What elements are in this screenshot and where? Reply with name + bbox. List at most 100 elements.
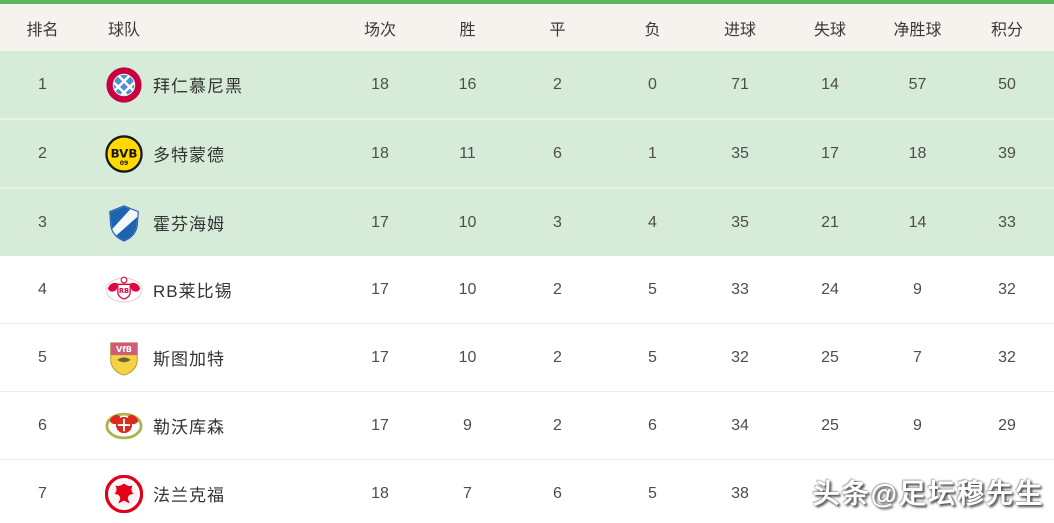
team-name: 斯图加特 <box>153 350 225 369</box>
drawn-cell: 2 <box>553 75 562 93</box>
frankfurt-crest-icon <box>105 474 143 513</box>
rank-cell: 2 <box>38 144 47 162</box>
hoffenheim-crest-icon <box>105 204 143 242</box>
played-cell: 17 <box>371 280 389 298</box>
drawn-cell: 2 <box>553 348 562 366</box>
goals-for-cell: 35 <box>731 144 749 162</box>
goals-against-cell: 14 <box>821 75 839 93</box>
goal-diff-cell: 18 <box>908 144 927 162</box>
points-cell: 50 <box>998 75 1016 93</box>
header-cell-goals-for: 进球 <box>723 21 756 39</box>
svg-text:09: 09 <box>120 159 129 166</box>
goals-for-cell: 71 <box>731 75 749 93</box>
goal-diff-cell: 14 <box>908 213 927 231</box>
rb-leipzig-crest-icon: RB <box>105 271 143 309</box>
won-cell: 9 <box>463 416 472 434</box>
played-cell: 18 <box>371 144 389 162</box>
rank-cell: 3 <box>38 213 47 231</box>
header-cell-team: 球队 <box>108 21 141 39</box>
table-row[interactable]: 6 勒沃库森 17 9 2 6 34 25 9 29 <box>0 391 1054 459</box>
goals-against-cell: 21 <box>821 213 839 231</box>
stuttgart-crest-icon: VfB <box>105 339 143 377</box>
played-cell: 18 <box>371 484 389 502</box>
goals-against-cell: 17 <box>821 144 839 162</box>
rank-cell: 6 <box>38 416 47 434</box>
header-cell-goal-diff: 净胜球 <box>893 21 942 39</box>
rank-cell: 1 <box>38 75 47 93</box>
points-cell: 33 <box>998 213 1016 231</box>
goals-for-cell: 34 <box>731 416 749 434</box>
drawn-cell: 6 <box>553 484 562 502</box>
goal-diff-cell: 57 <box>908 75 927 93</box>
won-cell: 7 <box>463 484 472 502</box>
lost-cell: 5 <box>648 348 657 366</box>
team-name: RB莱比锡 <box>153 282 233 301</box>
lost-cell: 5 <box>648 280 657 298</box>
team-name: 霍芬海姆 <box>153 215 225 234</box>
goal-diff-cell: 9 <box>913 416 922 434</box>
drawn-cell: 2 <box>553 416 562 434</box>
played-cell: 17 <box>371 348 389 366</box>
drawn-cell: 3 <box>553 213 562 231</box>
played-cell: 17 <box>371 416 389 434</box>
team-cell: 拜仁慕尼黑 <box>85 66 330 104</box>
drawn-cell: 6 <box>553 144 562 162</box>
table-row[interactable]: 1 拜仁慕尼黑 18 16 2 0 71 14 57 50 <box>0 51 1054 118</box>
won-cell: 16 <box>458 75 477 93</box>
table-body: 1 拜仁慕尼黑 18 16 2 0 71 14 57 50 2 BVB 09 多特… <box>0 51 1054 523</box>
team-name: 法兰克福 <box>153 486 225 505</box>
goals-against-cell: 25 <box>821 416 839 434</box>
lost-cell: 5 <box>648 484 657 502</box>
points-cell: 32 <box>998 348 1016 366</box>
team-cell: BVB 09 多特蒙德 <box>85 134 330 173</box>
leverkusen-crest-icon <box>105 407 143 445</box>
top-accent-line <box>0 0 1054 4</box>
rank-cell: 7 <box>38 484 47 502</box>
goals-for-cell: 32 <box>731 348 749 366</box>
drawn-cell: 2 <box>553 280 562 298</box>
table-header-row: 排名 球队 场次 胜 平 负 进球 失球 净胜球 积分 <box>0 4 1054 51</box>
rank-cell: 5 <box>38 348 47 366</box>
team-name: 勒沃库森 <box>153 418 225 437</box>
header-cell-drawn: 平 <box>549 21 566 39</box>
bayern-munich-crest-icon <box>105 66 143 104</box>
goals-for-cell: 35 <box>731 213 749 231</box>
team-cell: 勒沃库森 <box>85 407 330 445</box>
header-cell-won: 胜 <box>459 21 476 39</box>
header-cell-goals-against: 失球 <box>813 21 846 39</box>
header-cell-lost: 负 <box>644 21 661 39</box>
header-cell-rank: 排名 <box>26 21 59 39</box>
lost-cell: 1 <box>648 144 657 162</box>
team-name: 多特蒙德 <box>153 146 225 165</box>
rank-cell: 4 <box>38 280 47 298</box>
team-name: 拜仁慕尼黑 <box>153 77 243 96</box>
points-cell: 39 <box>998 144 1016 162</box>
team-cell: 法兰克福 <box>85 474 330 513</box>
won-cell: 10 <box>458 280 477 298</box>
table-row[interactable]: 4 RB RB莱比锡 17 10 2 5 33 24 9 32 <box>0 256 1054 323</box>
table-row[interactable]: 2 BVB 09 多特蒙德 18 11 6 1 35 17 18 39 <box>0 118 1054 187</box>
goal-diff-cell: 7 <box>913 348 922 366</box>
played-cell: 18 <box>371 75 389 93</box>
points-cell: 29 <box>998 416 1016 434</box>
table-row[interactable]: 3 霍芬海姆 17 10 3 4 35 21 14 33 <box>0 187 1054 256</box>
lost-cell: 0 <box>648 75 657 93</box>
lost-cell: 4 <box>648 213 657 231</box>
won-cell: 10 <box>458 348 477 366</box>
lost-cell: 6 <box>648 416 657 434</box>
won-cell: 11 <box>459 144 476 162</box>
won-cell: 10 <box>458 213 477 231</box>
table-row[interactable]: 5 VfB 斯图加特 17 10 2 5 32 25 7 32 <box>0 323 1054 391</box>
points-cell: 32 <box>998 280 1016 298</box>
goals-for-cell: 38 <box>731 484 749 502</box>
svg-text:RB: RB <box>119 286 129 294</box>
header-cell-played: 场次 <box>363 21 396 39</box>
svg-text:BVB: BVB <box>111 146 138 160</box>
goals-against-cell: 25 <box>821 348 839 366</box>
played-cell: 17 <box>371 213 389 231</box>
goals-for-cell: 33 <box>731 280 749 298</box>
header-cell-points: 积分 <box>990 21 1023 39</box>
svg-text:VfB: VfB <box>116 344 132 353</box>
table-row[interactable]: 7 法兰克福 18 7 6 5 38 <box>0 459 1054 523</box>
